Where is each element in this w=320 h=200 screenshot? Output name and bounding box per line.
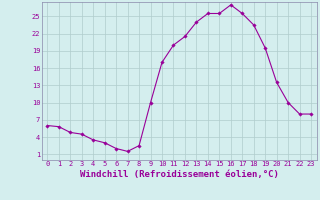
X-axis label: Windchill (Refroidissement éolien,°C): Windchill (Refroidissement éolien,°C) [80,170,279,179]
